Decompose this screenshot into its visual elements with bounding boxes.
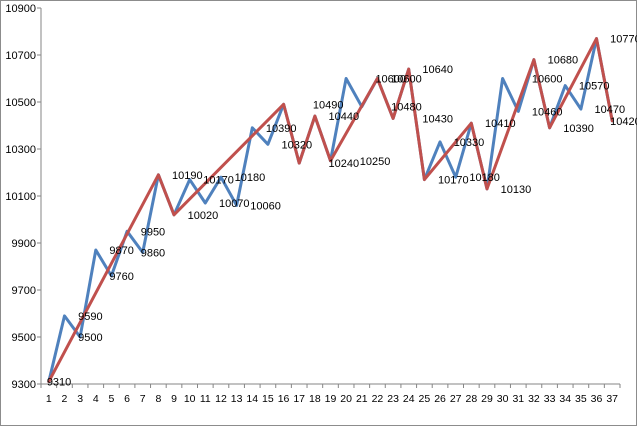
data-label: 10060 — [250, 200, 281, 212]
data-label: 10680 — [548, 55, 579, 67]
x-tick-label: 12 — [215, 393, 227, 405]
x-tick-label: 22 — [372, 393, 384, 405]
x-tick-label: 23 — [387, 393, 399, 405]
data-label: 10770 — [610, 34, 637, 46]
data-label: 9590 — [78, 311, 102, 323]
y-tick-label: 10700 — [5, 50, 36, 62]
x-tick-label: 18 — [309, 393, 321, 405]
data-label: 10600 — [375, 74, 406, 86]
y-tick-label: 10900 — [5, 3, 36, 15]
data-labels: 9310959095009870976099509860101901002010… — [47, 34, 637, 389]
x-tick-label: 24 — [403, 393, 415, 405]
y-tick-label: 9900 — [12, 238, 36, 250]
y-tick-label: 10100 — [5, 191, 36, 203]
data-label: 10390 — [266, 123, 297, 135]
y-tick-label: 9700 — [12, 285, 36, 297]
x-tick-label: 33 — [544, 393, 556, 405]
x-tick-label: 7 — [140, 393, 146, 405]
x-tick-label: 20 — [340, 393, 352, 405]
x-tick-label: 15 — [262, 393, 274, 405]
x-tick-label: 25 — [419, 393, 431, 405]
data-label: 10600 — [532, 74, 563, 86]
x-tick-label: 36 — [591, 393, 603, 405]
y-tick-label: 9300 — [12, 379, 36, 391]
y-axis: 9300 9500 9700 9900 10100 10300 10500 10700 1090… — [5, 3, 42, 391]
x-tick-label: 29 — [481, 393, 493, 405]
data-label: 10390 — [563, 123, 594, 135]
x-tick-label: 37 — [606, 393, 618, 405]
x-tick-label: 3 — [77, 393, 83, 405]
x-tick-label: 27 — [450, 393, 462, 405]
data-label: 10190 — [172, 170, 203, 182]
data-label: 10070 — [219, 198, 250, 210]
x-tick-label: 35 — [575, 393, 587, 405]
x-tick-label: 11 — [200, 393, 211, 405]
data-label: 10170 — [438, 175, 469, 187]
x-tick-label: 14 — [246, 393, 258, 405]
series-line-1 — [47, 37, 614, 384]
x-tick-label: 4 — [93, 393, 99, 405]
data-label: 10640 — [422, 64, 453, 76]
data-label: 10570 — [579, 81, 610, 93]
x-tick-label: 13 — [231, 393, 243, 405]
x-tick-label: 21 — [356, 393, 368, 405]
y-tick-label: 10300 — [5, 144, 36, 156]
data-label: 10470 — [595, 104, 626, 116]
data-label: 10240 — [329, 158, 360, 170]
data-label: 10480 — [391, 102, 422, 114]
data-label: 9760 — [109, 271, 133, 283]
x-tick-label: 6 — [124, 393, 130, 405]
data-label: 10460 — [532, 106, 563, 118]
data-label: 9860 — [141, 247, 165, 259]
x-tick-label: 9 — [171, 393, 177, 405]
data-label: 10130 — [501, 184, 532, 196]
x-tick-label: 31 — [512, 393, 524, 405]
data-label: 10170 — [203, 175, 234, 187]
x-tick-label: 2 — [62, 393, 68, 405]
data-label: 10430 — [422, 113, 453, 125]
data-label: 10410 — [485, 118, 516, 130]
y-tick-label: 9500 — [12, 332, 36, 344]
x-tick-label: 32 — [528, 393, 540, 405]
series-line-2 — [47, 37, 614, 384]
x-tick-label: 26 — [434, 393, 446, 405]
data-label: 10330 — [454, 137, 485, 149]
x-tick-label: 19 — [325, 393, 337, 405]
series-layer — [47, 37, 614, 384]
data-label: 9310 — [47, 377, 71, 389]
data-label: 10020 — [188, 210, 219, 222]
data-label: 10420 — [610, 116, 637, 128]
x-tick-label: 28 — [465, 393, 477, 405]
x-tick-label: 5 — [108, 393, 114, 405]
x-tick-label: 16 — [278, 393, 290, 405]
data-label: 9950 — [141, 226, 165, 238]
x-tick-label: 10 — [184, 393, 196, 405]
x-tick-label: 17 — [293, 393, 305, 405]
x-tick-label: 8 — [155, 393, 161, 405]
x-tick-label: 34 — [559, 393, 571, 405]
x-axis: 1 2 3 4 5 6 7 8 9 10 11 12 13 14 15 16 17 18 19 20 21 22 23 24 2… — [40, 383, 621, 405]
data-label: 10320 — [282, 139, 313, 151]
data-label: 9870 — [109, 245, 133, 257]
data-label: 10180 — [469, 172, 500, 184]
data-label: 10490 — [313, 99, 344, 111]
data-label: 10440 — [329, 111, 360, 123]
data-label: 10180 — [235, 172, 266, 184]
x-tick-label: 30 — [497, 393, 509, 405]
data-label: 10600 — [391, 74, 422, 86]
data-label: 10250 — [360, 156, 391, 168]
x-tick-label: 1 — [46, 393, 52, 405]
data-label: 9500 — [78, 332, 102, 344]
y-tick-label: 10500 — [5, 97, 36, 109]
